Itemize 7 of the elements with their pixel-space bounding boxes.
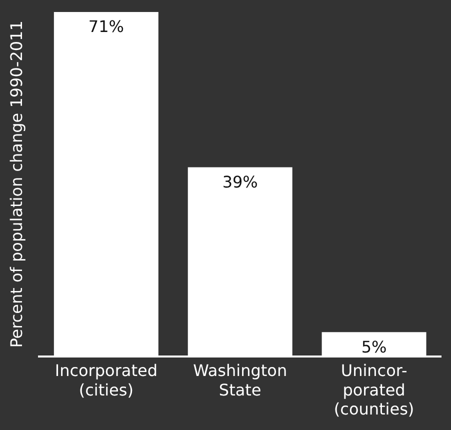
- data-label: 71%: [88, 17, 124, 36]
- data-label: 39%: [222, 172, 258, 192]
- x-tick-label: Washington State: [193, 361, 288, 400]
- x-tick-label: Incorporated (cities): [54, 361, 158, 400]
- x-tick-label: Unincor- porated (counties): [334, 361, 414, 419]
- y-axis-title: Percent of population change 1990-2011: [6, 20, 26, 348]
- data-label: 5%: [361, 337, 387, 356]
